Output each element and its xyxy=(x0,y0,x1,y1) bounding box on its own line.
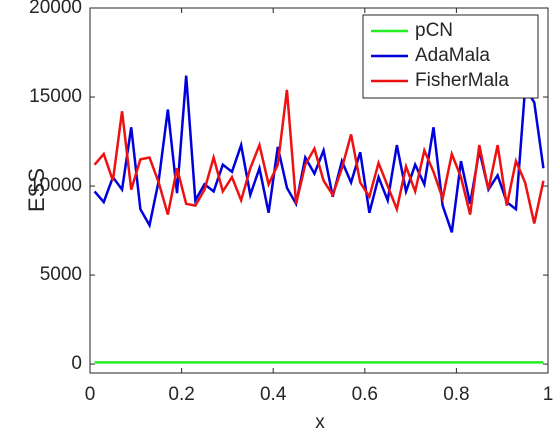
x-tick-label: 0.2 xyxy=(168,384,194,405)
y-tick-label: 0 xyxy=(71,353,82,374)
x-tick-label: 0 xyxy=(85,384,96,405)
y-tick-label: 5000 xyxy=(40,264,82,285)
x-tick-label: 0.6 xyxy=(352,384,378,405)
legend-label: FisherMala xyxy=(415,70,509,91)
legend-label: AdaMala xyxy=(415,45,490,66)
y-tick-label: 15000 xyxy=(29,86,82,107)
x-tick-label: 0.4 xyxy=(260,384,287,405)
x-axis-label: x xyxy=(315,412,325,433)
y-tick-label: 20000 xyxy=(29,0,82,18)
y-axis-label: ESS xyxy=(24,168,49,212)
series-line xyxy=(93,89,545,224)
legend-label: pCN xyxy=(415,20,453,41)
x-tick-label: 0.8 xyxy=(443,384,469,405)
y-tick-label: 10000 xyxy=(29,175,82,196)
x-tick-label: 1 xyxy=(543,384,554,405)
